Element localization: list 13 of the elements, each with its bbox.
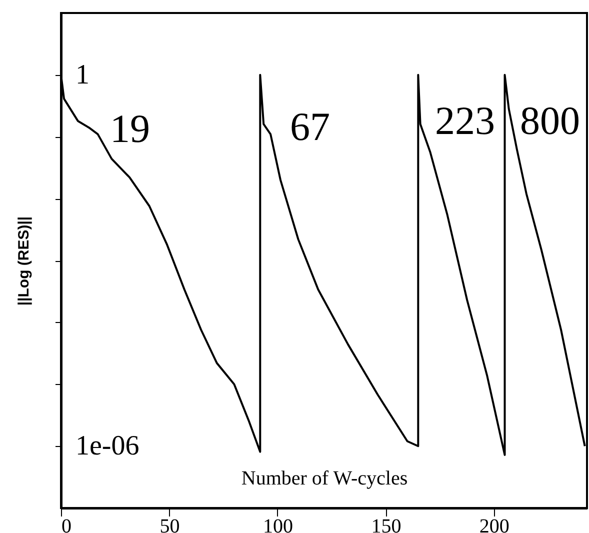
annotation: 800 bbox=[520, 98, 580, 143]
annotation: 223 bbox=[435, 98, 495, 143]
x-tick-label: 100 bbox=[262, 516, 293, 533]
annotation: 19 bbox=[110, 106, 150, 151]
y-tick-label: 1e-06 bbox=[76, 430, 140, 462]
x-tick-label: 0 bbox=[62, 516, 72, 533]
y-axis-title: ||Log (RES)|| bbox=[16, 216, 32, 306]
x-axis-title: Number of W-cycles bbox=[241, 468, 408, 490]
y-tick-label: 1 bbox=[76, 59, 90, 90]
x-tick-label: 50 bbox=[160, 516, 180, 533]
annotation: 67 bbox=[290, 104, 330, 149]
x-tick-label: 200 bbox=[479, 516, 510, 533]
x-tick-label: 150 bbox=[371, 516, 402, 533]
